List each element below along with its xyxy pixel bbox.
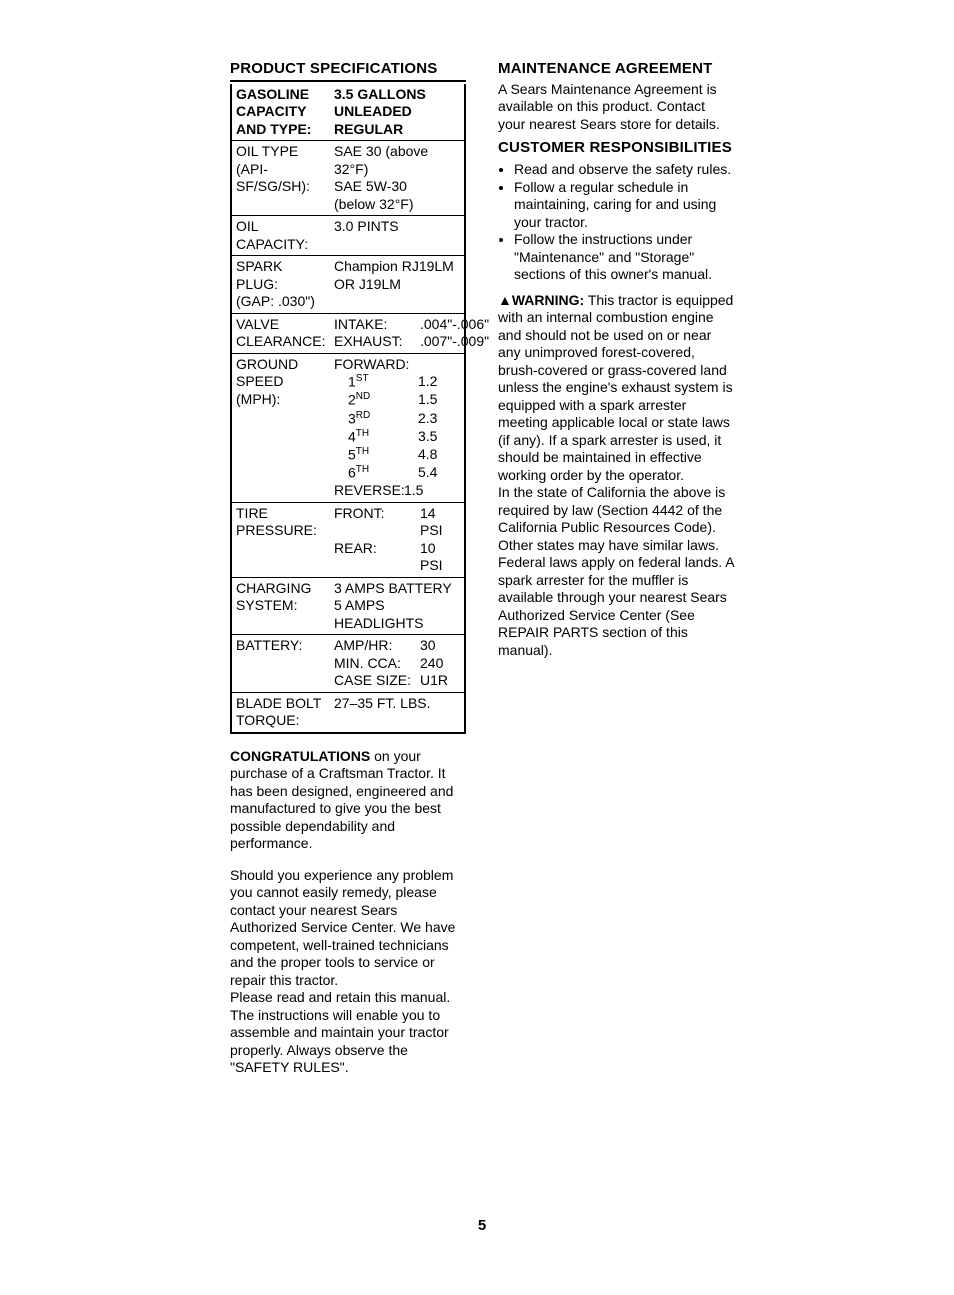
spec-label: SPARK PLUG: (GAP: .030") — [231, 256, 330, 314]
maintenance-text: A Sears Maintenance Agreement is availab… — [498, 81, 734, 134]
service-paragraph: Should you experience any problem you ca… — [230, 867, 466, 990]
spec-value: FRONT:14 PSIREAR:10 PSI — [330, 502, 465, 577]
spec-label: BATTERY: — [231, 635, 330, 693]
spec-label: TIRE PRESSURE: — [231, 502, 330, 577]
list-item: Follow a regular schedule in maintaining… — [514, 179, 734, 232]
table-row: OIL CAPACITY:3.0 PINTS — [231, 216, 465, 256]
spec-label: OIL CAPACITY: — [231, 216, 330, 256]
spec-value: Champion RJ19LM OR J19LM — [330, 256, 465, 314]
table-row: GASOLINE CAPACITY AND TYPE:3.5 GALLONS U… — [231, 84, 465, 141]
responsibilities-list: Read and observe the safety rules.Follow… — [498, 161, 734, 284]
two-column-layout: PRODUCT SPECIFICATIONS GASOLINE CAPACITY… — [230, 60, 734, 1077]
spec-value: 3.5 GALLONS UNLEADED REGULAR — [330, 84, 465, 141]
congrats-paragraph: CONGRATULATIONS on your purchase of a Cr… — [230, 748, 466, 853]
warning-text: This tractor is equipped with an interna… — [498, 292, 733, 483]
retain-manual-paragraph: Please read and retain this manual. The … — [230, 989, 466, 1077]
spec-value: INTAKE:.004"-.006"EXHAUST:.007"-.009" — [330, 313, 465, 353]
spec-table: GASOLINE CAPACITY AND TYPE:3.5 GALLONS U… — [230, 84, 466, 734]
warning-icon: ▲ — [498, 292, 512, 310]
left-column: PRODUCT SPECIFICATIONS GASOLINE CAPACITY… — [230, 60, 466, 1077]
spec-label: OIL TYPE (API-SF/SG/SH): — [231, 141, 330, 216]
product-spec-heading: PRODUCT SPECIFICATIONS — [230, 60, 466, 82]
right-column: MAINTENANCE AGREEMENT A Sears Maintenanc… — [498, 60, 734, 1077]
warning-paragraph: ▲WARNING: This tractor is equipped with … — [498, 292, 734, 485]
warning-label: WARNING: — [512, 292, 584, 308]
warning-paragraph-2: In the state of California the above is … — [498, 484, 734, 659]
table-row: GROUND SPEED (MPH):FORWARD:1ST1.22ND1.53… — [231, 353, 465, 502]
table-row: BLADE BOLT TORQUE:27–35 FT. LBS. — [231, 692, 465, 733]
spec-value: 27–35 FT. LBS. — [330, 692, 465, 733]
spec-value: 3 AMPS BATTERY 5 AMPS HEADLIGHTS — [330, 577, 465, 635]
spec-label: CHARGING SYSTEM: — [231, 577, 330, 635]
maintenance-heading: MAINTENANCE AGREEMENT — [498, 60, 734, 80]
table-row: TIRE PRESSURE:FRONT:14 PSIREAR:10 PSI — [231, 502, 465, 577]
page-number: 5 — [230, 1217, 734, 1236]
list-item: Follow the instructions under "Maintenan… — [514, 231, 734, 284]
spec-value: 3.0 PINTS — [330, 216, 465, 256]
table-row: OIL TYPE (API-SF/SG/SH):SAE 30 (above 32… — [231, 141, 465, 216]
spec-label: GASOLINE CAPACITY AND TYPE: — [231, 84, 330, 141]
table-row: SPARK PLUG: (GAP: .030")Champion RJ19LM … — [231, 256, 465, 314]
table-row: CHARGING SYSTEM:3 AMPS BATTERY 5 AMPS HE… — [231, 577, 465, 635]
spec-value: SAE 30 (above 32°F) SAE 5W-30 (below 32°… — [330, 141, 465, 216]
spec-value: FORWARD:1ST1.22ND1.53RD2.34TH3.55TH4.86T… — [330, 353, 465, 502]
spec-value: AMP/HR:30MIN. CCA:240CASE SIZE:U1R — [330, 635, 465, 693]
spec-label: VALVE CLEARANCE: — [231, 313, 330, 353]
spec-label: BLADE BOLT TORQUE: — [231, 692, 330, 733]
list-item: Read and observe the safety rules. — [514, 161, 734, 179]
congrats-bold: CONGRATULATIONS — [230, 748, 370, 764]
spec-label: GROUND SPEED (MPH): — [231, 353, 330, 502]
customer-resp-heading: CUSTOMER RESPONSIBILITIES — [498, 139, 734, 159]
table-row: VALVE CLEARANCE:INTAKE:.004"-.006"EXHAUS… — [231, 313, 465, 353]
table-row: BATTERY:AMP/HR:30MIN. CCA:240CASE SIZE:U… — [231, 635, 465, 693]
